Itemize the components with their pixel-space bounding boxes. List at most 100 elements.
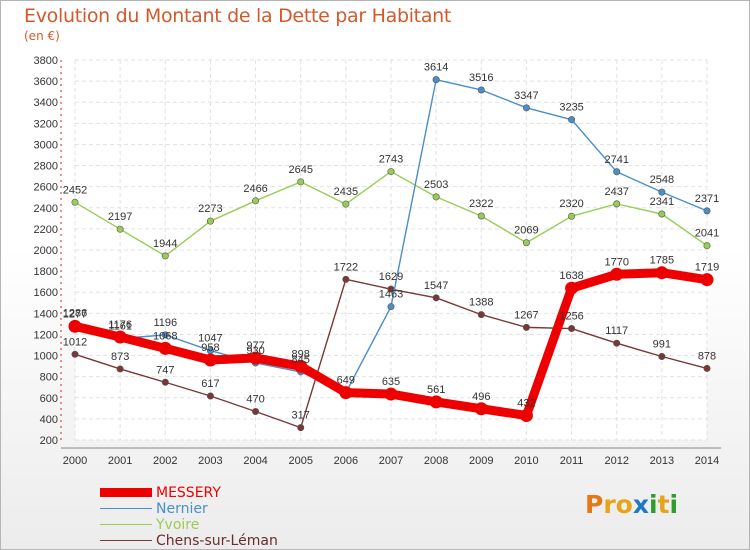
data-label-yvoire: 1944 (153, 238, 177, 250)
data-point-yvoire (387, 168, 395, 176)
data-point-nernier (161, 331, 169, 339)
logo-letter: t (657, 490, 670, 519)
data-point-chens-sur-l-man (71, 350, 79, 358)
data-label-yvoire: 2341 (650, 196, 674, 208)
data-label-nernier: 2371 (695, 193, 719, 205)
data-label-chens-sur-l-man: 1629 (379, 271, 403, 283)
data-label-chens-sur-l-man: 873 (111, 351, 129, 363)
data-point-chens-sur-l-man (252, 407, 260, 415)
data-point-yvoire (477, 212, 485, 220)
data-label-yvoire: 2437 (604, 186, 628, 198)
data-label-chens-sur-l-man: 1012 (63, 336, 87, 348)
data-label-messery: 649 (337, 375, 355, 387)
data-label-nernier: 1463 (379, 289, 403, 301)
y-tick-label: 800 (40, 372, 58, 384)
data-label-messery: 1785 (650, 255, 674, 267)
data-label-chens-sur-l-man: 747 (156, 364, 174, 376)
legend-swatch (100, 508, 152, 509)
data-label-chens-sur-l-man: 991 (653, 339, 671, 351)
data-point-nernier (477, 86, 485, 94)
data-label-messery: 1176 (108, 319, 132, 331)
data-point-messery (565, 281, 579, 295)
data-label-messery: 898 (292, 348, 310, 360)
data-label-yvoire: 2503 (424, 179, 448, 191)
x-tick-label: 2003 (198, 455, 222, 467)
legend-label: Nernier (156, 501, 208, 517)
y-tick-label: 2400 (34, 203, 58, 215)
data-point-chens-sur-l-man (522, 323, 530, 331)
data-label-yvoire: 2273 (198, 203, 222, 215)
data-point-messery (384, 387, 398, 401)
data-label-nernier: 1196 (153, 317, 177, 329)
data-point-messery (700, 273, 714, 287)
y-tick-label: 2600 (34, 182, 58, 194)
data-point-yvoire (161, 252, 169, 260)
data-point-messery (429, 395, 443, 409)
y-tick-label: 2800 (34, 161, 58, 173)
data-point-messery (610, 267, 624, 281)
data-point-nernier (703, 207, 711, 215)
data-point-messery (655, 266, 669, 280)
data-point-nernier (658, 188, 666, 196)
x-tick-label: 2001 (108, 455, 132, 467)
data-point-yvoire (71, 198, 79, 206)
data-label-yvoire: 2322 (469, 198, 493, 210)
data-label-nernier: 1047 (198, 333, 222, 345)
data-point-messery (249, 351, 263, 365)
data-point-nernier (432, 76, 440, 84)
data-label-yvoire: 2435 (334, 186, 358, 198)
x-tick-label: 2013 (650, 455, 674, 467)
x-tick-label: 2002 (153, 455, 177, 467)
data-label-chens-sur-l-man: 317 (292, 410, 310, 422)
data-point-chens-sur-l-man (297, 424, 305, 432)
logo-letter: x (632, 490, 649, 519)
data-point-nernier (613, 168, 621, 176)
y-tick-label: 200 (40, 435, 58, 447)
data-label-yvoire: 2041 (695, 228, 719, 240)
y-tick-label: 3000 (34, 139, 58, 151)
legend-label: Yvoire (156, 517, 200, 533)
data-label-chens-sur-l-man: 1267 (514, 309, 538, 321)
line-chart: 200 400 600 800 1000 1200 1400 1600 1800 2000 2200… (34, 55, 721, 467)
data-point-chens-sur-l-man (703, 364, 711, 372)
logo-letter: o (615, 490, 633, 519)
y-tick-label: 2000 (34, 245, 58, 257)
data-point-messery (474, 402, 488, 416)
data-point-yvoire (252, 197, 260, 205)
data-label-nernier: 845 (292, 354, 310, 366)
data-point-yvoire (658, 210, 666, 218)
y-tick-label: 1400 (34, 308, 58, 320)
y-tick-label: 3400 (34, 97, 58, 109)
x-tick-label: 2014 (695, 455, 719, 467)
data-point-messery (158, 341, 172, 355)
data-point-chens-sur-l-man (432, 294, 440, 302)
data-label-yvoire: 2197 (108, 211, 132, 223)
data-label-nernier: 3614 (424, 62, 448, 74)
data-label-messery: 1719 (695, 262, 719, 274)
data-point-yvoire (432, 193, 440, 201)
data-label-yvoire: 2069 (514, 225, 538, 237)
data-label-chens-sur-l-man: 1117 (605, 325, 628, 337)
data-label-nernier: 3235 (559, 102, 583, 114)
data-point-yvoire (116, 225, 124, 233)
data-label-yvoire: 2645 (288, 164, 312, 176)
data-label-yvoire: 2320 (559, 198, 583, 210)
legend-swatch (100, 540, 152, 541)
data-label-nernier: 930 (246, 345, 264, 357)
data-label-nernier: 1161 (108, 321, 132, 333)
data-label-chens-sur-l-man: 1722 (334, 261, 358, 273)
data-point-messery (294, 359, 308, 373)
data-point-messery (339, 386, 353, 400)
data-label-messery: 561 (427, 384, 445, 396)
data-point-messery (203, 353, 217, 367)
data-label-nernier: 2548 (650, 174, 674, 186)
x-tick-label: 2004 (243, 455, 267, 467)
data-point-messery (68, 319, 82, 333)
data-label-messery: 977 (246, 340, 264, 352)
data-label-yvoire: 2452 (63, 184, 87, 196)
data-label-messery: 1770 (604, 256, 628, 268)
x-tick-label: 2005 (288, 455, 312, 467)
data-point-chens-sur-l-man (658, 353, 666, 361)
data-label-messery: 432 (517, 398, 535, 410)
y-tick-label: 3200 (34, 118, 58, 130)
